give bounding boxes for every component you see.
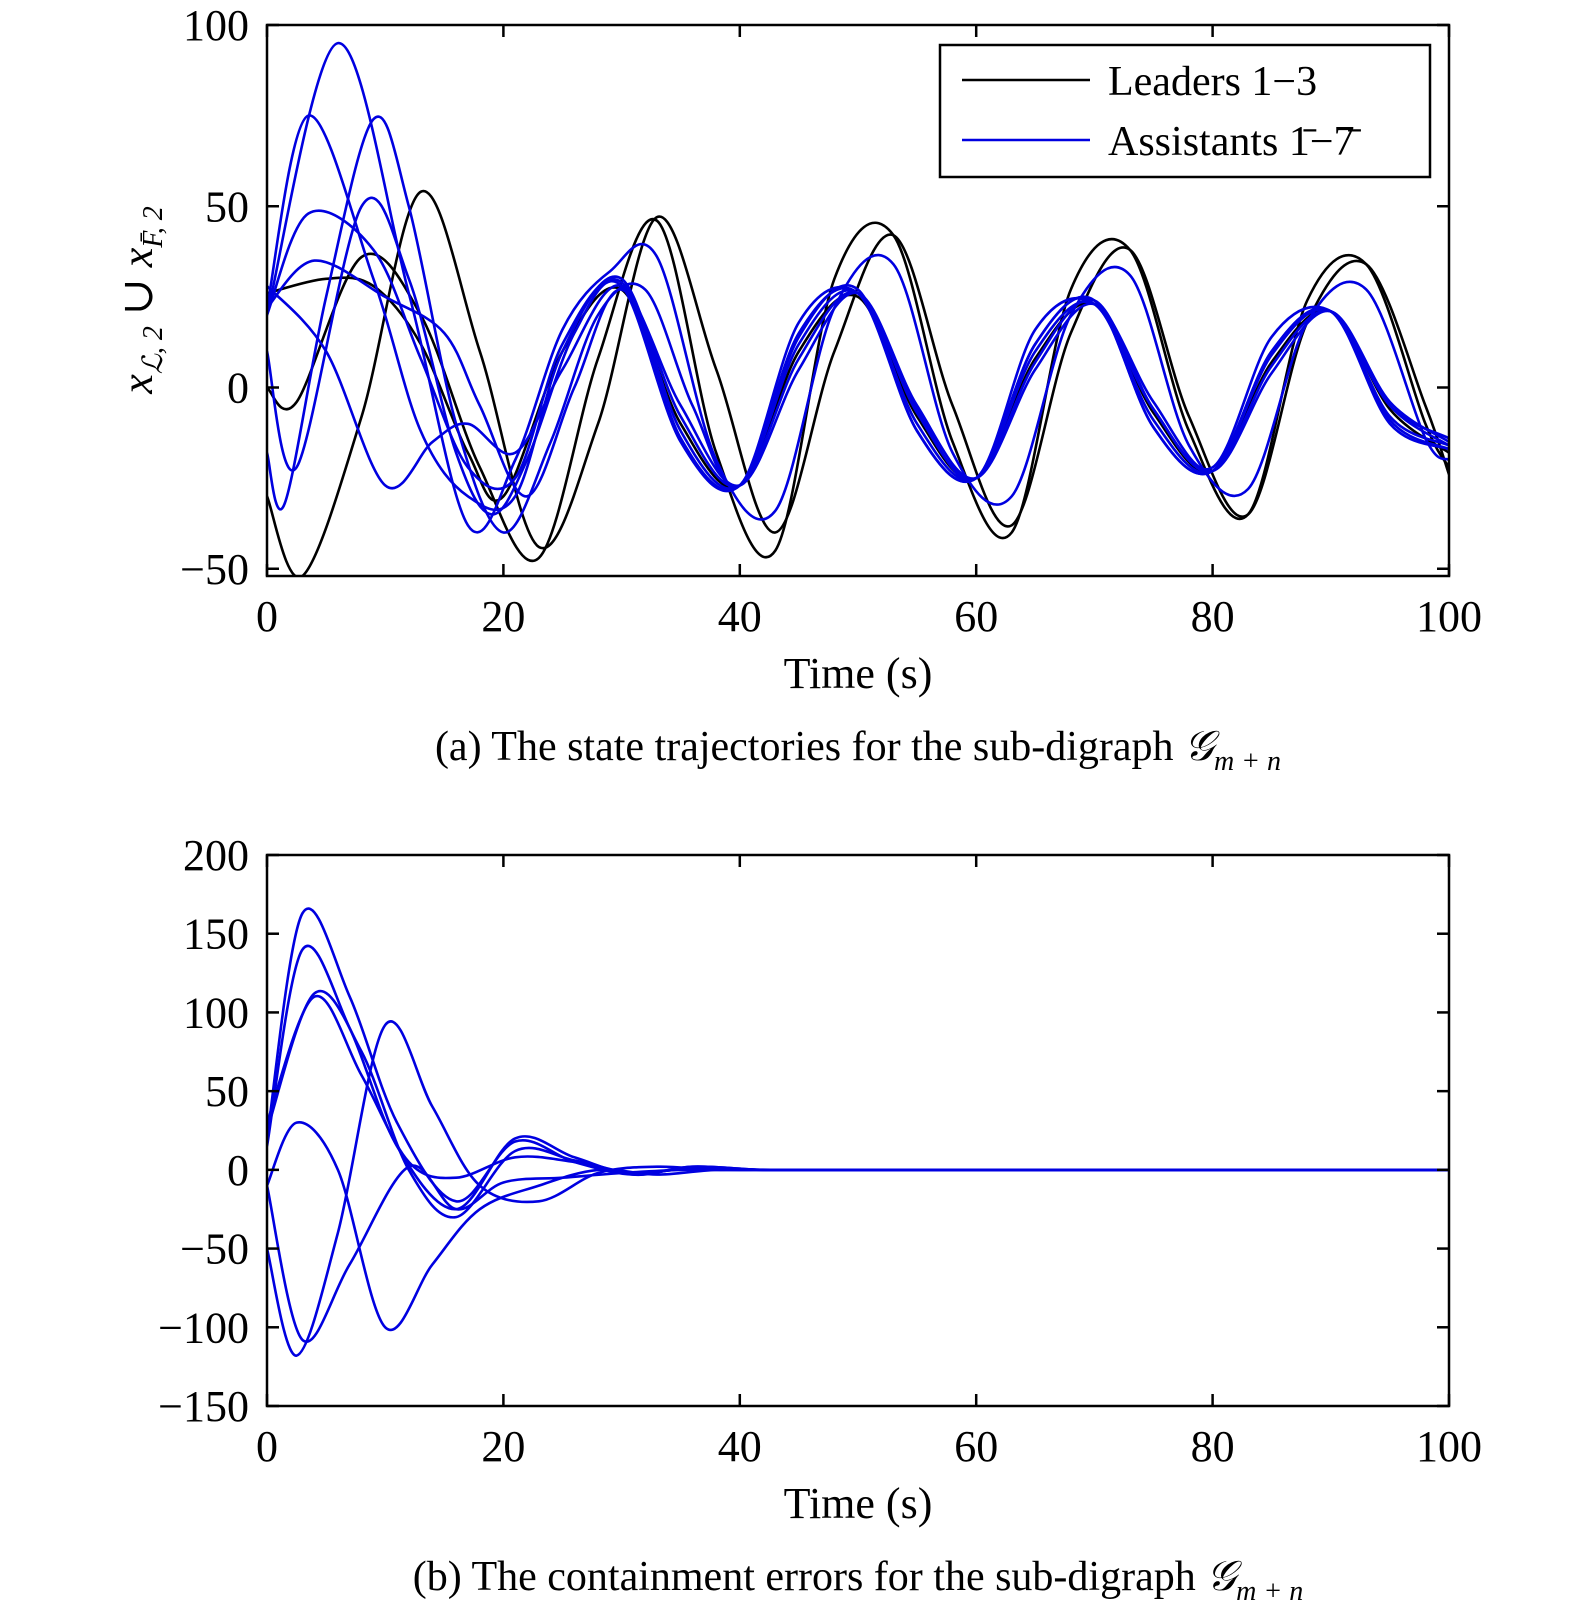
- panel-a-series-line-10: [267, 284, 1449, 490]
- panel-a-xlabel: Time (s): [784, 649, 933, 698]
- legend-label-leaders: Leaders 1−3: [1108, 59, 1317, 105]
- panel-a-ytick-label: −50: [180, 545, 249, 594]
- panel-a-ytick-label: 0: [227, 364, 249, 413]
- legend: Leaders 1−3 Assistants 1̄−7̄: [938, 43, 1432, 179]
- ylabel-sub-leaders: ℒ, 2: [138, 326, 169, 374]
- panel-b-ytick-label: −100: [158, 1303, 249, 1352]
- panel-b-xlabel: Time (s): [784, 1479, 933, 1528]
- panel-a-caption-subscript: m + n: [1214, 746, 1281, 777]
- panel-a-series-line-1: [267, 217, 1449, 562]
- panel-a-ytick-label: 100: [183, 1, 249, 50]
- panel-b-ytick-label: 100: [183, 988, 249, 1037]
- panel-a-plot-lines: [267, 41, 1449, 576]
- panel-b-caption-text: (b) The containment errors for the sub-d…: [413, 1554, 1206, 1600]
- panel-a-xtick-label: 0: [256, 592, 278, 641]
- panel-b-ytick-label: 0: [227, 1146, 249, 1195]
- panel-b-ytick-label: 50: [205, 1067, 249, 1116]
- panel-b-series-line-1: [267, 907, 1449, 1203]
- panel-a-ylabel: xℒ, 2 ∪ xF̄, 2: [113, 206, 169, 395]
- panel-b-ytick-label: −150: [158, 1382, 249, 1431]
- panel-b-xtick-label: 100: [1416, 1422, 1482, 1471]
- panel-a-series-line-3: [267, 276, 1449, 502]
- panel-b-xtick-label: 0: [256, 1422, 278, 1471]
- panel-b-ytick-label: −50: [180, 1225, 249, 1274]
- panel-b-series-line-3: [267, 989, 1449, 1219]
- panel-b-containment-errors: 0 20 40 60 80 100 −150 −100 −50 0 50 100 150 200 Time…: [158, 831, 1482, 1607]
- panel-b-caption-subscript: m + n: [1236, 1576, 1303, 1607]
- panel-a-xtick-label: 60: [954, 592, 998, 641]
- panel-a-caption-text: (a) The state trajectories for the sub-d…: [435, 724, 1184, 770]
- panel-a-xtick-label: 80: [1191, 592, 1235, 641]
- panel-b-axes-frame: [265, 853, 1451, 1408]
- panel-b-xtick-label: 60: [954, 1422, 998, 1471]
- panel-b-series-line-4: [267, 994, 1449, 1180]
- panel-a-series-line-2: [267, 189, 1449, 576]
- panel-b-ytick-label: 200: [183, 831, 249, 880]
- panel-b-ytick-label: 150: [183, 910, 249, 959]
- panel-b-series-line-5: [267, 1121, 1449, 1332]
- legend-box: [938, 43, 1432, 179]
- panel-a-ytick-label: 50: [205, 182, 249, 231]
- panel-a-xtick-label: 40: [718, 592, 762, 641]
- panel-a-caption: (a) The state trajectories for the sub-d…: [435, 724, 1281, 777]
- panel-b-series-line-6: [267, 1020, 1449, 1357]
- panel-b-caption: (b) The containment errors for the sub-d…: [413, 1554, 1304, 1607]
- ylabel-x-leaders: x: [113, 374, 162, 395]
- panel-b-xtick-label: 80: [1191, 1422, 1235, 1471]
- panel-b-plot-lines: [267, 907, 1449, 1357]
- panel-a-series-line-8: [267, 115, 1449, 534]
- ylabel-x-assistants: x: [113, 247, 162, 268]
- panel-b-ticks: 0 20 40 60 80 100 −150 −100 −50 0 50 100 150 200: [158, 831, 1482, 1471]
- ylabel-union: ∪: [113, 267, 162, 326]
- legend-label-assistants: Assistants 1̄−7̄: [1108, 119, 1362, 165]
- ylabel-sub-assistants: F̄, 2: [138, 206, 169, 249]
- panel-a-xtick-label: 20: [481, 592, 525, 641]
- panel-a-xtick-label: 100: [1416, 592, 1482, 641]
- panel-a-axes-frame: [265, 23, 1451, 578]
- panel-b-xtick-label: 20: [481, 1422, 525, 1471]
- panel-b-xtick-label: 40: [718, 1422, 762, 1471]
- panel-b-series-line-7: [267, 1164, 1449, 1344]
